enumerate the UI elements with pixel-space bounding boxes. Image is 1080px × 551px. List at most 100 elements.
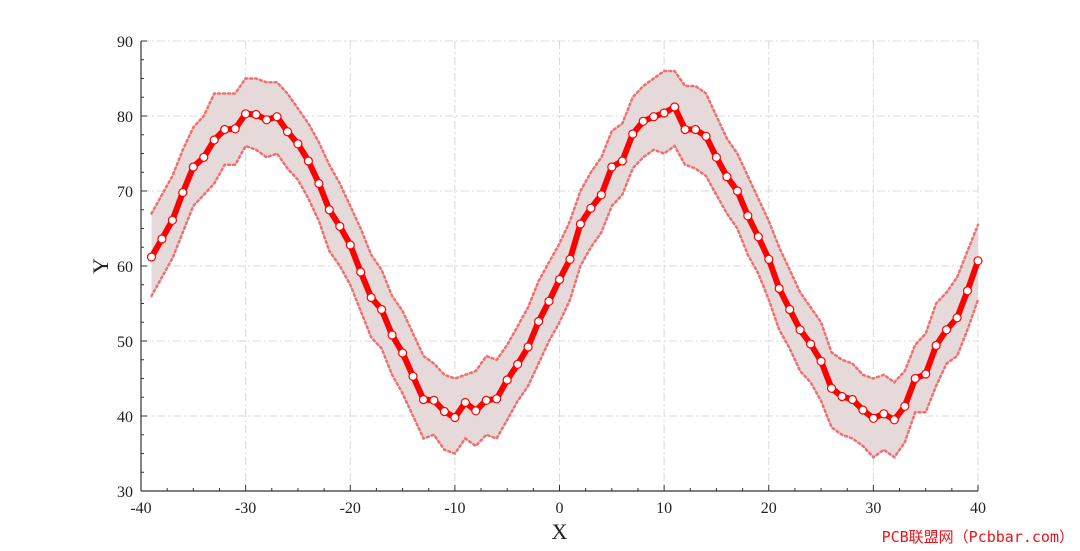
x-tick-label: -40 — [130, 500, 151, 517]
data-point — [879, 409, 889, 419]
data-point — [931, 340, 941, 351]
data-point — [868, 413, 879, 423]
data-point — [324, 205, 334, 215]
data-point — [513, 359, 523, 369]
y-tick-label: 60 — [117, 259, 133, 276]
data-point — [481, 395, 491, 405]
data-point — [523, 342, 533, 352]
band-lower-edge — [150, 144, 980, 460]
data-point — [167, 215, 177, 225]
data-point — [366, 292, 376, 303]
data-point — [596, 190, 607, 200]
data-point — [628, 129, 638, 139]
data-point — [973, 256, 983, 266]
data-point — [345, 240, 355, 250]
y-axis-title: Y — [88, 258, 113, 274]
data-point — [230, 124, 240, 134]
x-tick-label: 10 — [656, 500, 672, 517]
y-tick-label: 80 — [117, 109, 133, 126]
data-point — [377, 304, 387, 315]
data-point — [450, 412, 460, 423]
data-point — [418, 394, 429, 405]
data-point — [941, 325, 952, 335]
data-point — [816, 356, 826, 366]
data-point — [251, 109, 261, 120]
data-point — [241, 109, 251, 119]
data-point — [805, 339, 816, 349]
data-point — [282, 127, 293, 137]
data-point — [220, 124, 230, 135]
data-point — [952, 313, 962, 323]
data-point — [188, 162, 198, 172]
data-point — [460, 397, 470, 408]
data-point — [774, 283, 784, 294]
data-point — [199, 152, 209, 162]
data-point — [146, 252, 157, 262]
data-point — [544, 296, 554, 306]
x-tick-label: 40 — [970, 500, 986, 517]
band-upper-edge — [150, 69, 980, 384]
data-point — [429, 395, 439, 405]
data-point — [649, 112, 659, 122]
y-tick-label: 70 — [117, 184, 133, 201]
data-point — [638, 116, 648, 126]
data-point — [502, 375, 512, 385]
data-point — [764, 254, 774, 264]
data-point — [711, 152, 722, 162]
data-point — [293, 139, 303, 149]
data-point — [690, 124, 701, 135]
y-tick-label: 40 — [117, 409, 133, 426]
data-point — [826, 383, 837, 393]
data-point — [575, 219, 586, 229]
data-point — [900, 401, 910, 411]
data-point — [262, 115, 272, 125]
axes: -40 -30 -20 -10 0 10 20 30 40 30 40 50 60 70 80 90 — [117, 34, 986, 517]
y-tick-label: 90 — [117, 34, 133, 51]
x-tick-label: 30 — [865, 500, 881, 517]
data-point — [858, 405, 868, 415]
x-tick-label: -20 — [340, 500, 361, 517]
data-point — [272, 112, 282, 122]
data-point — [492, 394, 502, 404]
data-point — [178, 187, 188, 198]
data-point — [554, 274, 565, 285]
data-point — [617, 156, 627, 166]
data-point — [837, 391, 847, 402]
data-point — [722, 172, 732, 182]
data-point — [847, 394, 858, 405]
data-point — [471, 406, 481, 416]
data-point — [659, 108, 669, 118]
data-point — [335, 221, 345, 231]
data-point — [669, 102, 680, 112]
data-point — [910, 373, 920, 384]
data-point — [439, 406, 449, 417]
data-point — [795, 325, 805, 335]
data-point — [565, 254, 575, 264]
data-point — [314, 178, 324, 189]
data-point — [607, 162, 617, 172]
data-points — [146, 102, 983, 425]
y-tick-label: 50 — [117, 334, 133, 351]
data-point — [303, 156, 313, 166]
x-tick-label: 0 — [556, 500, 564, 517]
data-point — [680, 124, 690, 135]
data-point — [387, 330, 397, 340]
data-point — [356, 267, 366, 277]
x-tick-label: -10 — [444, 500, 465, 517]
data-point — [398, 348, 408, 358]
data-point — [921, 369, 931, 379]
data-point — [701, 131, 711, 141]
data-point — [586, 203, 596, 213]
data-point — [743, 211, 753, 221]
x-tick-label: 20 — [761, 500, 777, 517]
y-tick-label: 30 — [117, 484, 133, 501]
data-point — [157, 234, 167, 244]
data-point — [533, 316, 544, 327]
x-tick-label: -30 — [235, 500, 256, 517]
data-point — [732, 186, 743, 196]
x-axis-title: X — [552, 519, 568, 544]
watermark: PCB联盟网（Pcbbar.com） — [881, 528, 1074, 546]
data-point — [753, 232, 763, 242]
data-point — [889, 415, 899, 425]
